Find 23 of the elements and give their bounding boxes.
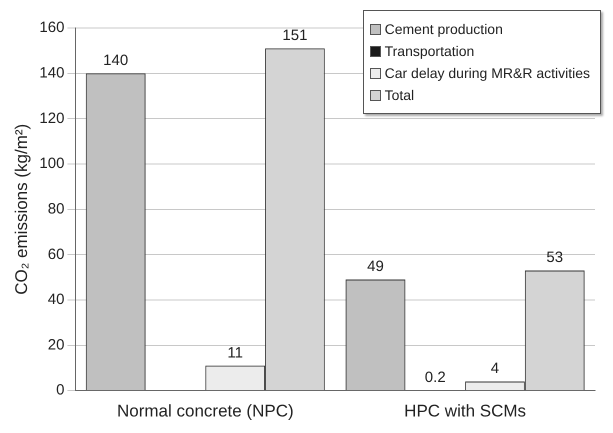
- x-tick-label: Normal concrete (NPC): [116, 401, 294, 420]
- data-label: 0.2: [424, 368, 446, 386]
- y-tick-label: 120: [39, 110, 64, 127]
- data-label: 11: [227, 344, 243, 362]
- y-tick-label: 40: [48, 291, 64, 308]
- y-tick-label: 60: [48, 246, 64, 263]
- data-label: 140: [103, 52, 128, 69]
- y-axis-title: CO₂ emissions (kg/m²): [12, 124, 31, 295]
- y-tick-label: 140: [39, 64, 64, 82]
- y-tick-label: 0: [56, 382, 64, 399]
- y-tick-label: 100: [39, 155, 64, 172]
- x-tick-label: HPC with SCMs: [404, 401, 526, 420]
- y-tick-label: 20: [48, 336, 64, 354]
- data-label: 4: [490, 360, 500, 378]
- legend-label: Cement production: [384, 21, 503, 37]
- data-label: 49: [367, 258, 384, 276]
- legend-label: Car delay during MR&R activities: [384, 65, 590, 81]
- legend-label: Total: [384, 87, 414, 103]
- data-label: 151: [282, 27, 308, 44]
- y-tick-label: 160: [39, 19, 64, 36]
- data-label: 53: [546, 249, 564, 266]
- legend-label: Transportation: [384, 43, 474, 59]
- y-tick-label: 80: [48, 200, 64, 218]
